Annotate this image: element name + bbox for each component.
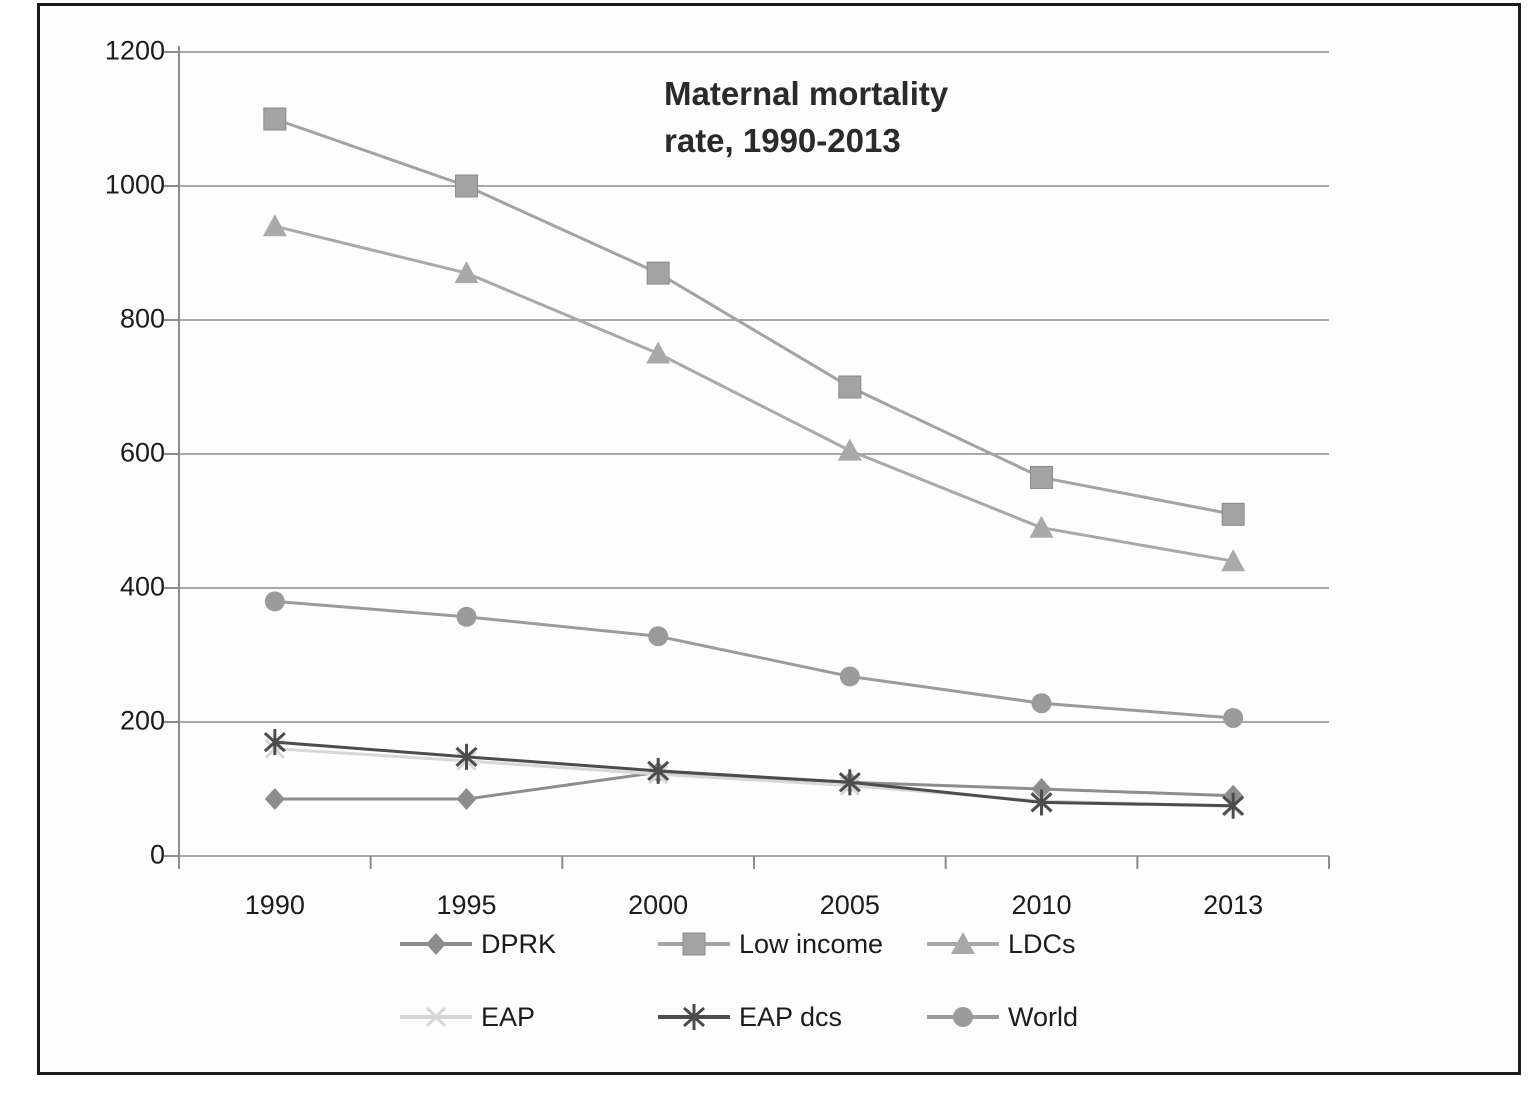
series-marker-ldcs-2010 xyxy=(1029,515,1054,538)
series-line-world xyxy=(274,599,1234,720)
series-marker-low-income-1990 xyxy=(263,107,287,131)
series-line-ldcs xyxy=(274,224,1234,563)
legend-markershape-world xyxy=(953,1007,973,1027)
series-marker-eap-dcs-2013 xyxy=(1222,792,1245,819)
legend-item-eap-dcs: EAP dcs xyxy=(658,997,842,1037)
y-axis-label-0: 0 xyxy=(149,839,165,870)
y-axis-label-400: 400 xyxy=(119,571,165,602)
series-marker-world-1995 xyxy=(456,606,477,627)
series-marker-eap-dcs-1990 xyxy=(263,729,286,756)
chart-title-line1: Maternal mortality xyxy=(664,75,949,112)
series-marker-low-income-1995 xyxy=(455,174,478,198)
legend-label-eap-dcs: EAP dcs xyxy=(739,1001,843,1032)
series-marker-world-2013 xyxy=(1223,707,1244,728)
legend-marker-world-icon xyxy=(927,1007,999,1027)
series-marker-ldcs-2000 xyxy=(646,341,671,364)
legend-marker-dprk-icon xyxy=(400,933,472,955)
y-axis-label-600: 600 xyxy=(119,437,165,468)
series-marker-world-1990 xyxy=(264,591,285,612)
legend-marker-low-income-icon xyxy=(658,932,730,956)
y-axis-label-800: 800 xyxy=(119,303,165,334)
legend-item-world: World xyxy=(927,997,1078,1037)
legend-label-world: World xyxy=(1008,1001,1079,1032)
series-marker-ldcs-2005 xyxy=(837,438,862,461)
legend-label-dprk: DPRK xyxy=(481,928,557,959)
legend-markershape-ldcs xyxy=(951,932,975,954)
legend-marker-eap-icon xyxy=(400,1006,472,1028)
series-marker-world-2010 xyxy=(1031,693,1052,714)
series-marker-eap-dcs-1995 xyxy=(455,743,478,770)
chart-figure-border xyxy=(37,3,1521,1075)
legend-markershape-eap xyxy=(425,1006,447,1028)
chart-title: Maternal mortality rate, 1990-2013 xyxy=(664,70,948,164)
chart-title-line2: rate, 1990-2013 xyxy=(664,122,901,159)
x-axis-label-1990: 1990 xyxy=(244,890,305,920)
legend-markershape-low-income xyxy=(682,932,706,956)
series-marker-ldcs-1990 xyxy=(262,214,287,237)
series-line-low-income xyxy=(274,117,1234,516)
series-marker-eap-dcs-2005 xyxy=(838,769,861,796)
y-axis-label-200: 200 xyxy=(119,705,165,736)
x-axis-label-2005: 2005 xyxy=(819,890,880,920)
series-marker-ldcs-1995 xyxy=(454,261,479,284)
series-marker-eap-dcs-2000 xyxy=(647,757,670,784)
series-marker-dprk-1990 xyxy=(264,788,285,811)
legend-label-low-income: Low income xyxy=(739,928,884,959)
legend-label-eap: EAP xyxy=(481,1001,536,1032)
x-axis-label-2000: 2000 xyxy=(628,890,689,920)
x-axis-label-2010: 2010 xyxy=(1011,890,1072,920)
legend-item-ldcs: LDCs xyxy=(927,924,1076,964)
series-marker-low-income-2005 xyxy=(838,375,862,399)
series-marker-dprk-1995 xyxy=(456,788,477,811)
legend-marker-eap-dcs-icon xyxy=(658,1004,730,1030)
x-axis-label-1995: 1995 xyxy=(436,890,497,920)
legend-item-low-income: Low income xyxy=(658,924,883,964)
series-marker-ldcs-2013 xyxy=(1221,549,1246,572)
legend-marker-ldcs-icon xyxy=(927,932,999,954)
series-line-eap-dcs xyxy=(274,740,1234,808)
series-marker-world-2005 xyxy=(839,666,860,687)
series-marker-eap-dcs-2010 xyxy=(1030,789,1053,816)
series-marker-world-2000 xyxy=(648,626,669,647)
y-axis-label-1200: 1200 xyxy=(104,35,165,66)
legend-item-eap: EAP xyxy=(400,997,535,1037)
series-marker-low-income-2000 xyxy=(646,261,670,285)
legend-markershape-dprk xyxy=(426,933,446,955)
series-marker-low-income-2013 xyxy=(1221,502,1245,526)
legend-label-ldcs: LDCs xyxy=(1008,928,1076,959)
legend-markershape-eap-dcs xyxy=(682,1004,706,1030)
series-marker-low-income-2010 xyxy=(1030,465,1053,489)
x-axis-label-2013: 2013 xyxy=(1203,890,1264,920)
y-axis-label-1000: 1000 xyxy=(104,169,165,200)
legend-item-dprk: DPRK xyxy=(400,924,556,964)
